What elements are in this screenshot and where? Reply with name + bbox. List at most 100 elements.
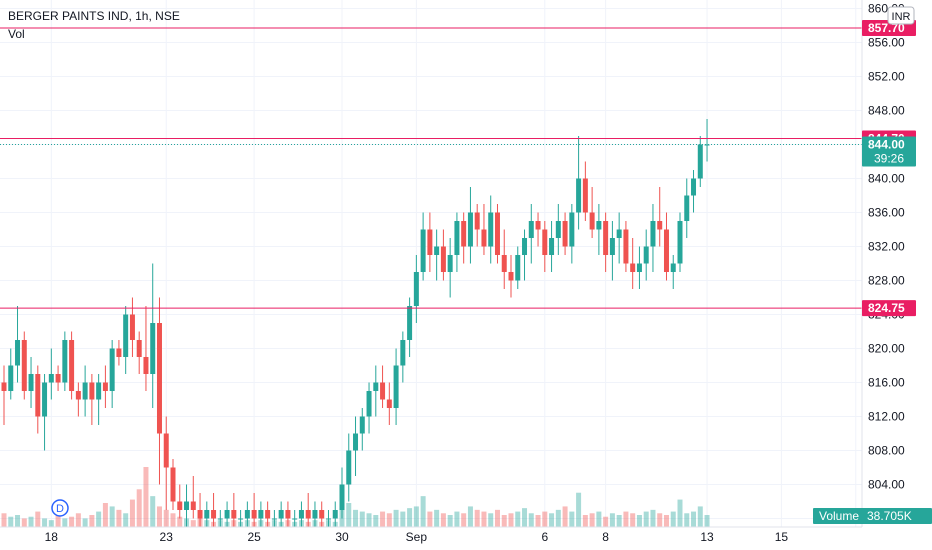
volume-bar[interactable] [535, 515, 541, 527]
candle[interactable] [184, 501, 190, 511]
volume-bar[interactable] [603, 516, 609, 527]
candle[interactable] [28, 374, 34, 391]
candle[interactable] [630, 263, 636, 273]
candle[interactable] [440, 246, 446, 273]
volume-bar[interactable] [677, 499, 683, 527]
volume-bar[interactable] [413, 506, 419, 527]
volume-bar[interactable] [596, 511, 602, 527]
candle[interactable] [258, 510, 264, 519]
volume-bar[interactable] [136, 489, 142, 527]
volume-bar[interactable] [650, 509, 656, 527]
candle[interactable] [413, 272, 419, 306]
volume-bar[interactable] [75, 513, 81, 527]
candle[interactable] [339, 484, 345, 511]
candle[interactable] [346, 450, 352, 485]
candle[interactable] [238, 518, 244, 520]
volume-bar[interactable] [697, 506, 703, 527]
volume-bar[interactable] [48, 520, 54, 527]
candle[interactable] [1, 382, 7, 392]
candle[interactable] [163, 433, 169, 468]
volume-bar[interactable] [102, 503, 108, 527]
candle[interactable] [204, 510, 210, 519]
candle[interactable] [265, 510, 271, 519]
candle[interactable] [447, 255, 453, 272]
volume-bar[interactable] [156, 506, 162, 527]
volume-bar[interactable] [96, 511, 102, 527]
last-price-tag[interactable] [862, 136, 916, 167]
volume-bar[interactable] [643, 511, 649, 527]
candle[interactable] [48, 374, 54, 383]
candle[interactable] [549, 238, 555, 255]
volume-bar[interactable] [522, 508, 528, 527]
candle[interactable] [278, 510, 284, 519]
volume-bar[interactable] [582, 515, 588, 527]
volume-bar[interactable] [8, 516, 14, 527]
candle[interactable] [332, 510, 338, 519]
volume-bar[interactable] [427, 511, 433, 527]
volume-bar[interactable] [407, 508, 413, 527]
volume-bar[interactable] [353, 509, 359, 527]
candle[interactable] [211, 510, 217, 519]
candle[interactable] [501, 255, 507, 272]
volume-bar[interactable] [508, 513, 514, 527]
candle[interactable] [467, 212, 473, 247]
candle[interactable] [190, 501, 196, 511]
candle[interactable] [353, 433, 359, 451]
candle[interactable] [89, 382, 95, 400]
candle[interactable] [366, 391, 372, 417]
volume-bar[interactable] [420, 496, 426, 527]
candle[interactable] [75, 391, 81, 400]
volume-bar[interactable] [163, 509, 169, 527]
candle[interactable] [292, 518, 298, 520]
volume-bar[interactable] [62, 518, 68, 527]
volume-bar[interactable] [555, 509, 561, 527]
candle[interactable] [657, 221, 663, 230]
candle[interactable] [636, 263, 642, 273]
volume-bar[interactable] [366, 513, 372, 527]
volume-bar[interactable] [467, 506, 473, 527]
volume-bar[interactable] [129, 499, 135, 527]
volume-bar[interactable] [28, 516, 34, 527]
candle[interactable] [197, 510, 203, 519]
candle[interactable] [150, 323, 156, 374]
price-axis[interactable] [862, 0, 932, 550]
candle[interactable] [116, 348, 122, 358]
candle[interactable] [251, 510, 257, 519]
candle[interactable] [231, 510, 237, 519]
time-axis[interactable] [0, 527, 932, 550]
candle[interactable] [177, 501, 183, 511]
candle[interactable] [481, 229, 487, 247]
volume-bar[interactable] [346, 503, 352, 527]
candle[interactable] [427, 229, 433, 256]
volume-bar[interactable] [116, 509, 122, 527]
candle[interactable] [494, 212, 500, 256]
candle[interactable] [69, 340, 75, 391]
volume-bar[interactable] [177, 516, 183, 527]
volume-bar[interactable] [684, 513, 690, 527]
volume-bar[interactable] [434, 509, 440, 527]
candle[interactable] [522, 238, 528, 255]
candle[interactable] [434, 246, 440, 256]
candle[interactable] [102, 382, 108, 392]
candle[interactable] [596, 221, 602, 230]
volume-bar[interactable] [657, 513, 663, 527]
volume-bar[interactable] [542, 511, 548, 527]
volume-bar[interactable] [170, 513, 176, 527]
candle[interactable] [82, 382, 88, 400]
volume-bar[interactable] [569, 511, 575, 527]
candle[interactable] [298, 510, 304, 519]
candle[interactable] [420, 229, 426, 273]
candle[interactable] [15, 340, 21, 366]
candle[interactable] [488, 212, 494, 247]
candle[interactable] [569, 212, 575, 247]
candle[interactable] [393, 365, 399, 409]
candle[interactable] [589, 212, 595, 230]
volume-bar[interactable] [380, 511, 386, 527]
candle[interactable] [244, 510, 250, 519]
volume-bar[interactable] [69, 516, 75, 527]
volume-bar[interactable] [670, 511, 676, 527]
candle[interactable] [136, 340, 142, 357]
volume-bar[interactable] [494, 509, 500, 527]
volume-bar[interactable] [691, 511, 697, 527]
